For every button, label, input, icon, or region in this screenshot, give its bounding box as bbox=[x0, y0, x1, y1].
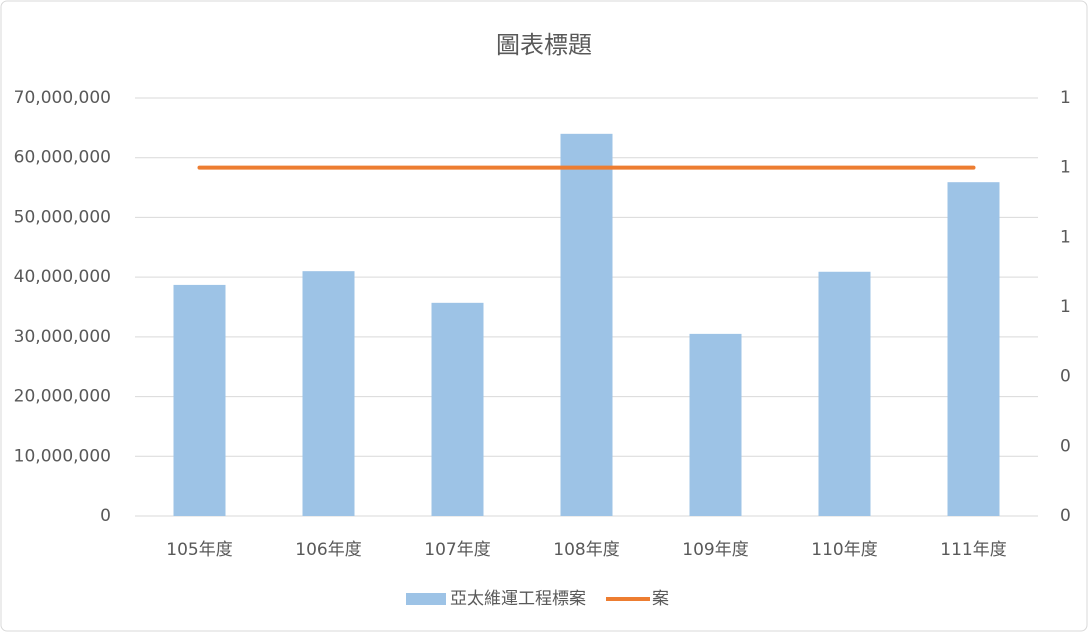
chart-title: 圖表標題 bbox=[496, 31, 592, 59]
bar bbox=[947, 182, 1000, 516]
x-tick-label: 105年度 bbox=[166, 540, 232, 560]
y-tick-label: 0 bbox=[100, 506, 111, 526]
bar bbox=[431, 302, 484, 516]
y2-tick-label: 1 bbox=[1060, 227, 1071, 247]
bar bbox=[818, 271, 871, 516]
y2-tick-label: 0 bbox=[1060, 506, 1071, 526]
legend-label: 亞太維運工程標案 bbox=[450, 589, 586, 609]
y-tick-label: 40,000,000 bbox=[14, 267, 111, 287]
y2-tick-label: 0 bbox=[1060, 367, 1071, 387]
y2-tick-label: 1 bbox=[1060, 88, 1071, 108]
x-tick-label: 109年度 bbox=[682, 540, 748, 560]
bar bbox=[560, 133, 613, 517]
x-tick-label: 108年度 bbox=[553, 540, 619, 560]
legend-swatch bbox=[406, 593, 446, 605]
bar bbox=[302, 271, 355, 516]
y-tick-label: 10,000,000 bbox=[14, 446, 111, 466]
x-tick-label: 111年度 bbox=[940, 540, 1006, 560]
y2-tick-label: 1 bbox=[1060, 158, 1071, 178]
x-tick-label: 110年度 bbox=[811, 540, 877, 560]
legend-label: 案 bbox=[652, 589, 669, 609]
x-tick-label: 106年度 bbox=[295, 540, 361, 560]
y-tick-label: 60,000,000 bbox=[14, 148, 111, 168]
y-tick-label: 70,000,000 bbox=[14, 88, 111, 108]
y2-tick-label: 1 bbox=[1060, 297, 1071, 317]
y-tick-label: 20,000,000 bbox=[14, 387, 111, 407]
x-tick-label: 107年度 bbox=[424, 540, 490, 560]
y2-tick-label: 0 bbox=[1060, 436, 1071, 456]
bar bbox=[689, 333, 742, 516]
bar bbox=[173, 284, 226, 516]
y-tick-label: 50,000,000 bbox=[14, 207, 111, 227]
y-tick-label: 30,000,000 bbox=[14, 327, 111, 347]
